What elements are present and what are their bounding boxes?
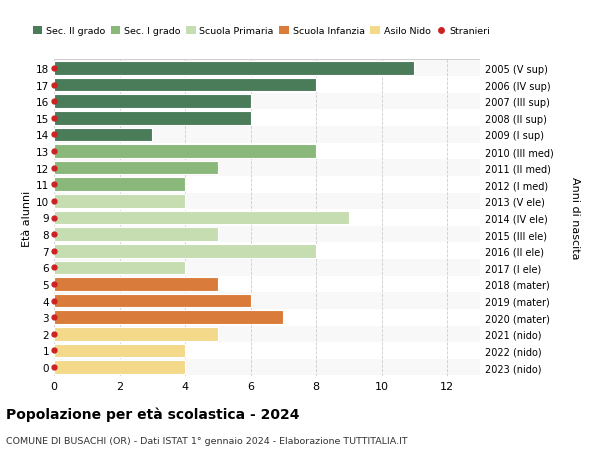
Bar [54, 326, 480, 342]
Bar [54, 127, 480, 143]
Bar [54, 244, 316, 258]
Bar [54, 178, 185, 192]
Bar [54, 276, 480, 293]
Bar [54, 228, 218, 241]
Bar [54, 95, 251, 109]
Bar [54, 294, 251, 308]
Bar [54, 78, 316, 92]
Bar [54, 94, 480, 110]
Bar [54, 360, 185, 374]
Y-axis label: Età alunni: Età alunni [22, 190, 32, 246]
Bar [54, 344, 185, 358]
Legend: Sec. II grado, Sec. I grado, Scuola Primaria, Scuola Infanzia, Asilo Nido, Stran: Sec. II grado, Sec. I grado, Scuola Prim… [29, 23, 494, 40]
Bar [54, 309, 480, 326]
Bar [54, 195, 185, 208]
Bar [54, 342, 480, 359]
Bar [54, 243, 480, 259]
Bar [54, 259, 480, 276]
Bar [54, 211, 349, 225]
Bar [54, 143, 480, 160]
Bar [54, 62, 415, 76]
Bar [54, 129, 152, 142]
Bar [54, 177, 480, 193]
Bar [54, 145, 316, 158]
Bar [54, 77, 480, 94]
Bar [54, 261, 185, 274]
Bar [54, 193, 480, 210]
Bar [54, 278, 218, 291]
Bar [54, 112, 251, 125]
Bar [54, 61, 480, 77]
Bar [54, 293, 480, 309]
Bar [54, 160, 480, 177]
Text: Popolazione per età scolastica - 2024: Popolazione per età scolastica - 2024 [6, 406, 299, 421]
Bar [54, 359, 480, 375]
Bar [54, 226, 480, 243]
Bar [54, 311, 283, 325]
Bar [54, 162, 218, 175]
Bar [54, 110, 480, 127]
Y-axis label: Anni di nascita: Anni di nascita [570, 177, 580, 259]
Bar [54, 210, 480, 226]
Bar [54, 327, 218, 341]
Text: COMUNE DI BUSACHI (OR) - Dati ISTAT 1° gennaio 2024 - Elaborazione TUTTITALIA.IT: COMUNE DI BUSACHI (OR) - Dati ISTAT 1° g… [6, 436, 407, 445]
